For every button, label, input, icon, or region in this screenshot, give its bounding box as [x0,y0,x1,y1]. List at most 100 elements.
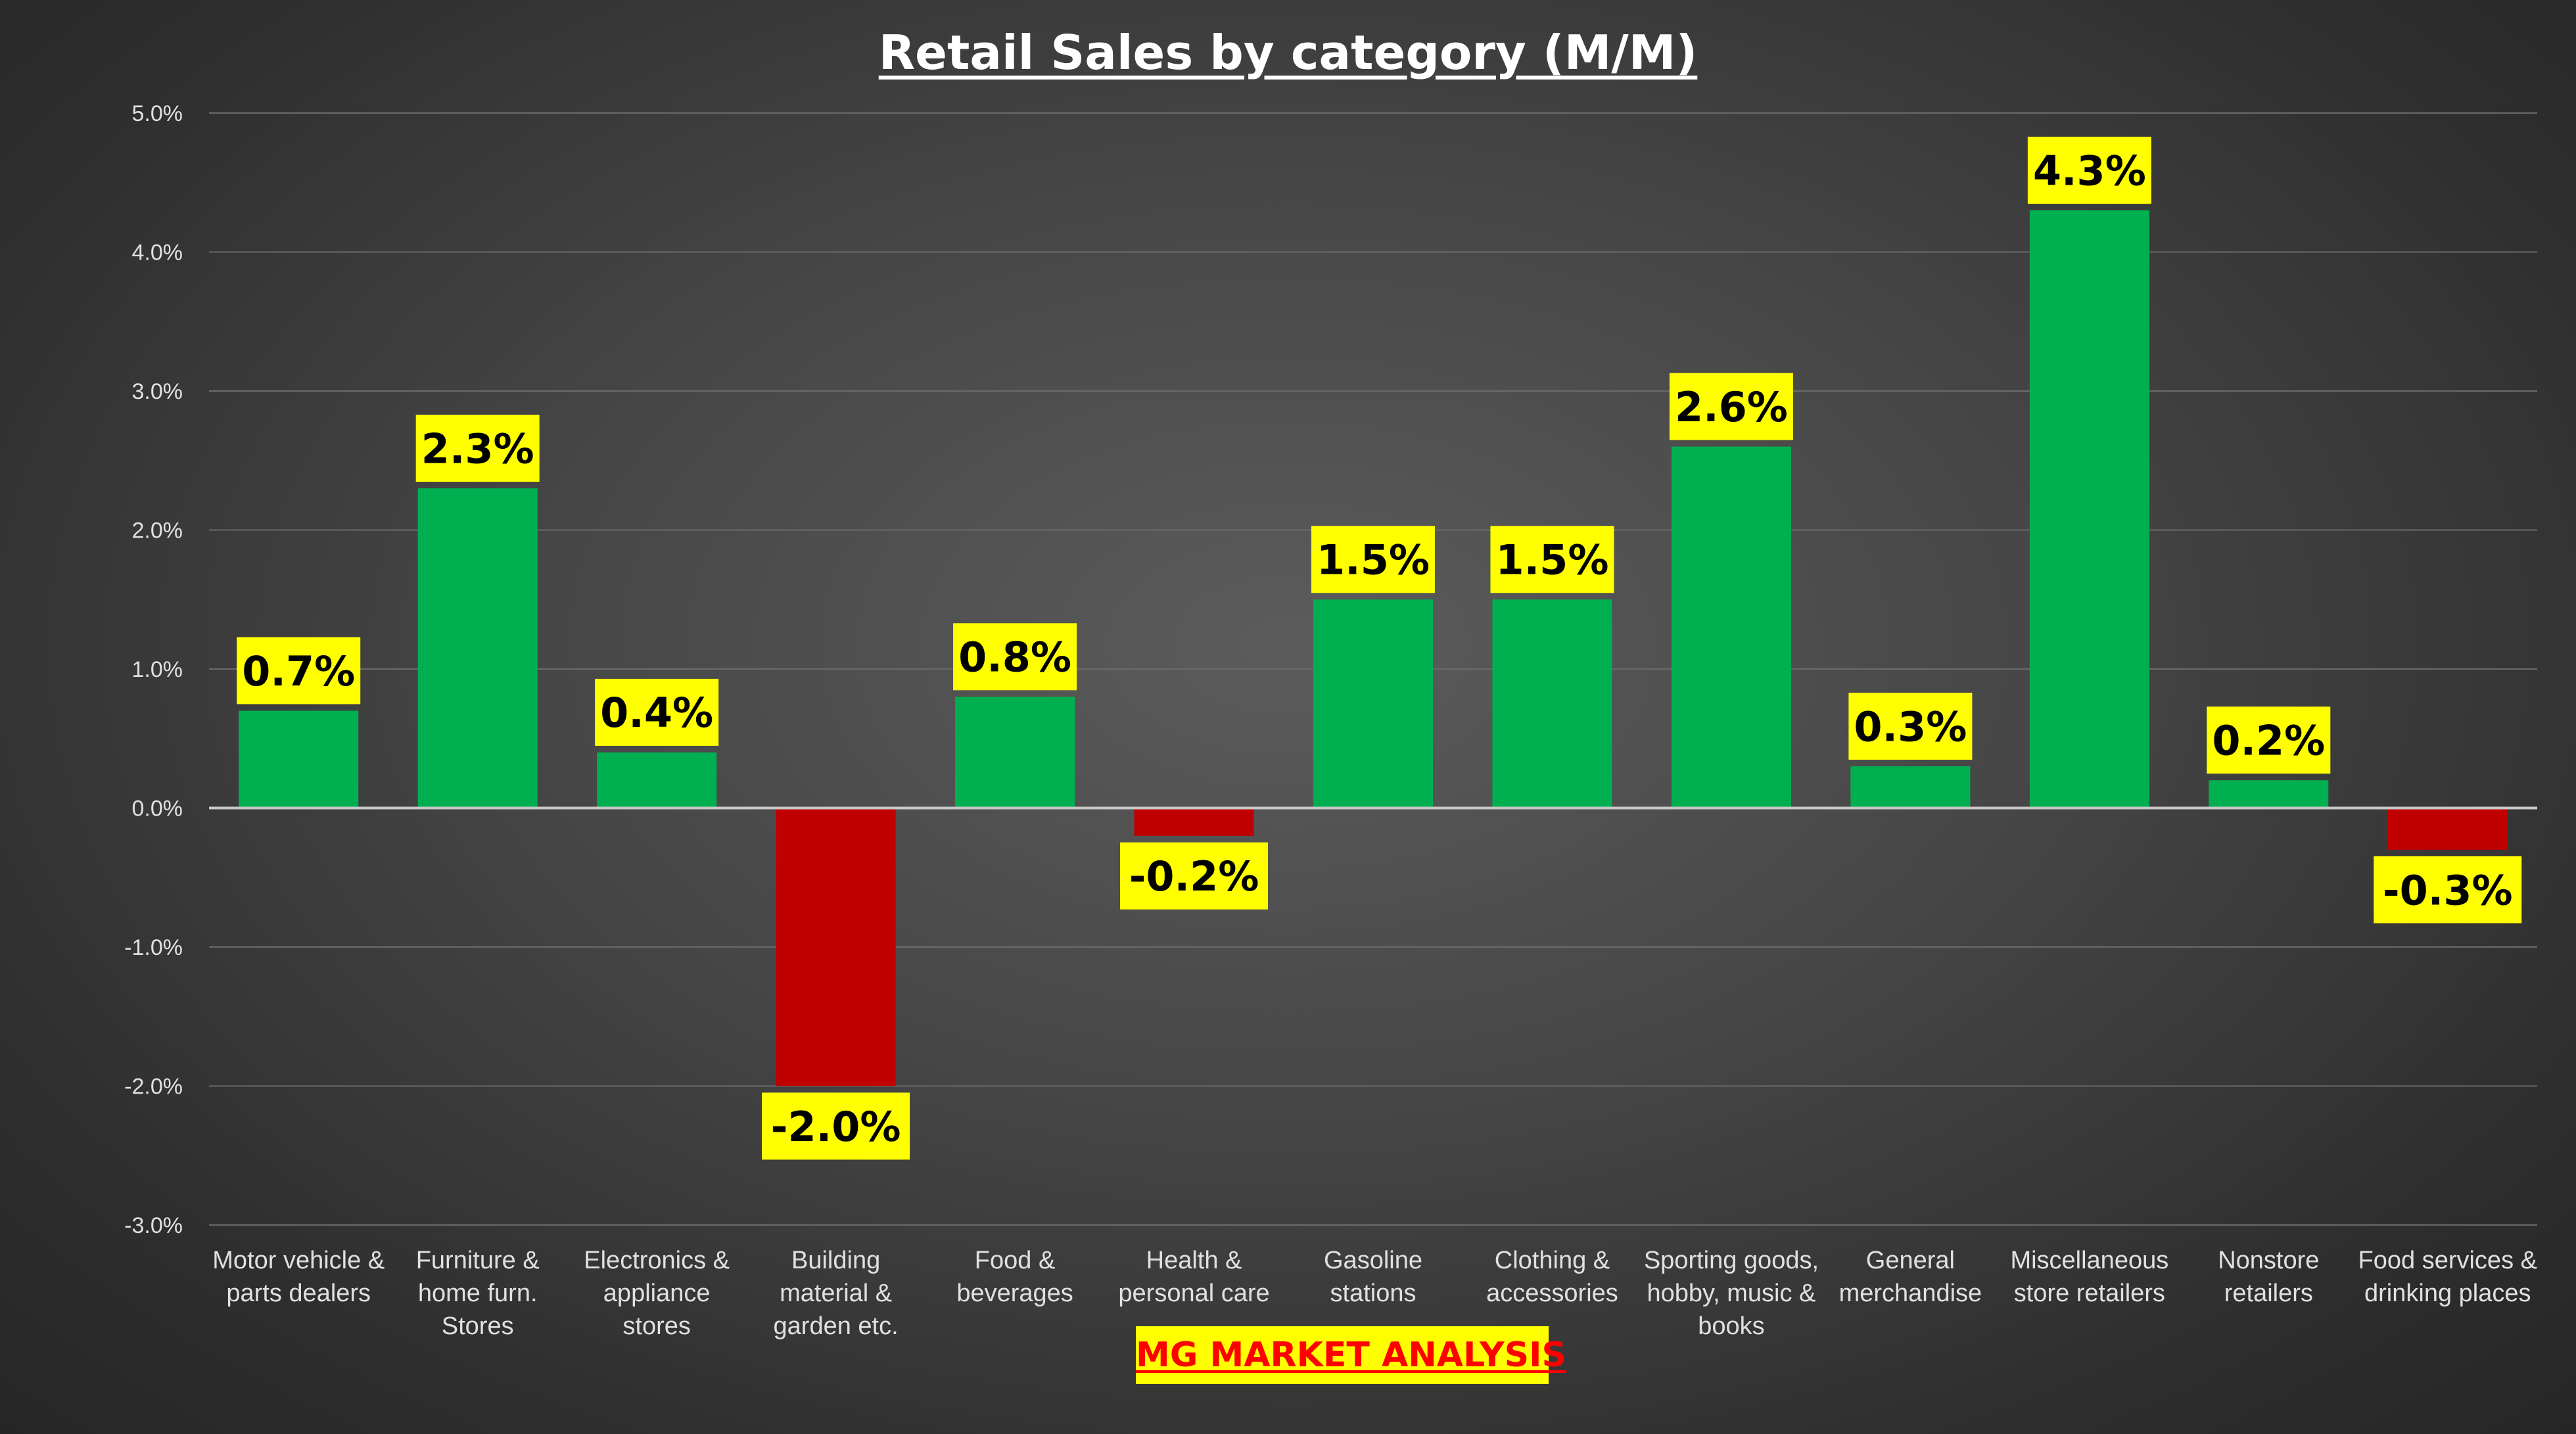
x-category-label-line: material & [780,1280,892,1307]
bar [1313,599,1433,808]
x-category-label: Furniture & home furn. Stores [416,1247,540,1340]
y-tick-label: 4.0% [132,241,183,266]
data-label: 0.2% [2207,706,2331,774]
x-category-label-line: Health & [1146,1247,1242,1274]
bar [1671,446,1791,808]
data-label-bg [595,678,719,746]
data-label-text: -0.3% [2383,866,2513,914]
data-label: 0.7% [237,637,361,705]
x-category-label-line: Electronics & [584,1247,730,1274]
data-label: 0.4% [595,678,719,746]
x-category-label-line: store retailers [2014,1280,2165,1307]
x-category-label-line: personal care [1118,1280,1269,1307]
x-category-label-line: parts dealers [226,1280,371,1307]
x-category-label: Sporting goods, hobby, music & books [1644,1247,1819,1340]
data-label-bg [415,415,540,482]
x-category-label-line: retailers [2224,1280,2313,1307]
data-label-bg [1490,526,1614,593]
data-label-bg [2027,137,2151,204]
bar [1134,808,1254,836]
data-label-bg [1669,373,1793,440]
y-tick-label: 0.0% [132,797,183,821]
y-tick-label: 5.0% [132,101,183,126]
x-category-label: Gasoline stations [1324,1247,1422,1307]
data-label: 1.5% [1490,526,1614,593]
x-category-label: General merchandise [1839,1247,1982,1307]
x-category-label-line: Clothing & [1495,1247,1610,1274]
data-label: 4.3% [2027,137,2151,204]
chart-title: Retail Sales by category (M/M) [0,25,2576,80]
data-label-text: 4.3% [2033,147,2146,195]
data-label: -0.2% [1120,842,1269,910]
x-category-label-line: Building [791,1247,880,1274]
x-category-label: Food services & drinking places [2358,1247,2537,1307]
data-label-bg [953,623,1077,691]
x-category-label-line: General [1866,1247,1955,1274]
data-label-bg [762,1092,910,1160]
x-category-label-line: stores [622,1312,690,1340]
data-label: 0.8% [953,623,1077,691]
bar [2029,210,2149,808]
bar [597,752,717,808]
x-category-label: Electronics & appliance stores [584,1247,730,1340]
x-category-label: Miscellaneous store retailers [2010,1247,2168,1307]
y-tick-label: -1.0% [124,935,183,960]
x-category-label-line: Motor vehicle & [212,1247,385,1274]
data-label: -2.0% [762,1092,910,1160]
x-category-label-line: Miscellaneous [2010,1247,2168,1274]
y-tick-label: 2.0% [132,519,183,544]
data-label-bg [2207,706,2331,774]
x-category-label-line: stations [1330,1280,1417,1307]
data-label-bg [2374,856,2522,923]
x-category-label-line: Food services & [2358,1247,2537,1274]
chart-title-text: Retail Sales by category (M/M) [878,25,1698,80]
y-tick-label: -2.0% [124,1075,183,1099]
x-category-label-line: drinking places [2364,1280,2531,1307]
x-category-label-line: Nonstore [2218,1247,2319,1274]
data-label-text: 0.7% [242,647,355,695]
data-label-bg [1120,842,1269,910]
bar [1850,766,1971,808]
bar [776,808,896,1086]
x-category-label-line: garden etc. [774,1312,899,1340]
watermark: MG MARKET ANALYSIS [1136,1326,1566,1384]
data-label-text: -0.2% [1129,852,1259,900]
data-label-text: 1.5% [1317,536,1430,584]
x-category-label: Food & beverages [956,1247,1073,1307]
x-category-label-line: merchandise [1839,1280,1982,1307]
data-label-text: 1.5% [1495,536,1608,584]
data-label-text: 2.6% [1675,383,1788,431]
x-category-label-line: Food & [975,1247,1056,1274]
x-category-label: Nonstore retailers [2218,1247,2319,1307]
y-tick-label: 3.0% [132,379,183,404]
bar [955,697,1075,808]
x-category-label: Motor vehicle & parts dealers [212,1247,385,1307]
bar [417,488,538,808]
y-tick-label: -3.0% [124,1213,183,1238]
data-label: -0.3% [2374,856,2522,923]
data-label-text: 0.2% [2212,717,2325,765]
x-category-label: Building material & garden etc. [774,1247,899,1340]
x-category-label-line: Furniture & [416,1247,540,1274]
x-category-label-line: Sporting goods, [1644,1247,1819,1274]
bar [239,710,359,808]
bar [2209,780,2329,808]
data-label: 0.3% [1848,693,1973,760]
data-label-text: 2.3% [421,425,534,473]
bar [2387,808,2508,850]
data-label-text: -2.0% [771,1103,901,1151]
data-label-bg [1311,526,1435,593]
data-label-text: 0.4% [600,689,713,737]
x-category-label-line: beverages [956,1280,1073,1307]
x-category-label-line: hobby, music & [1647,1280,1815,1307]
data-label: 2.6% [1669,373,1793,440]
x-category-label-line: books [1698,1312,1764,1340]
data-label: 1.5% [1311,526,1435,593]
x-category-label-line: Stores [442,1312,514,1340]
data-label-bg [1848,693,1973,760]
x-category-label-line: appliance [603,1280,711,1307]
bar [1492,599,1612,808]
data-label: 2.3% [415,415,540,482]
